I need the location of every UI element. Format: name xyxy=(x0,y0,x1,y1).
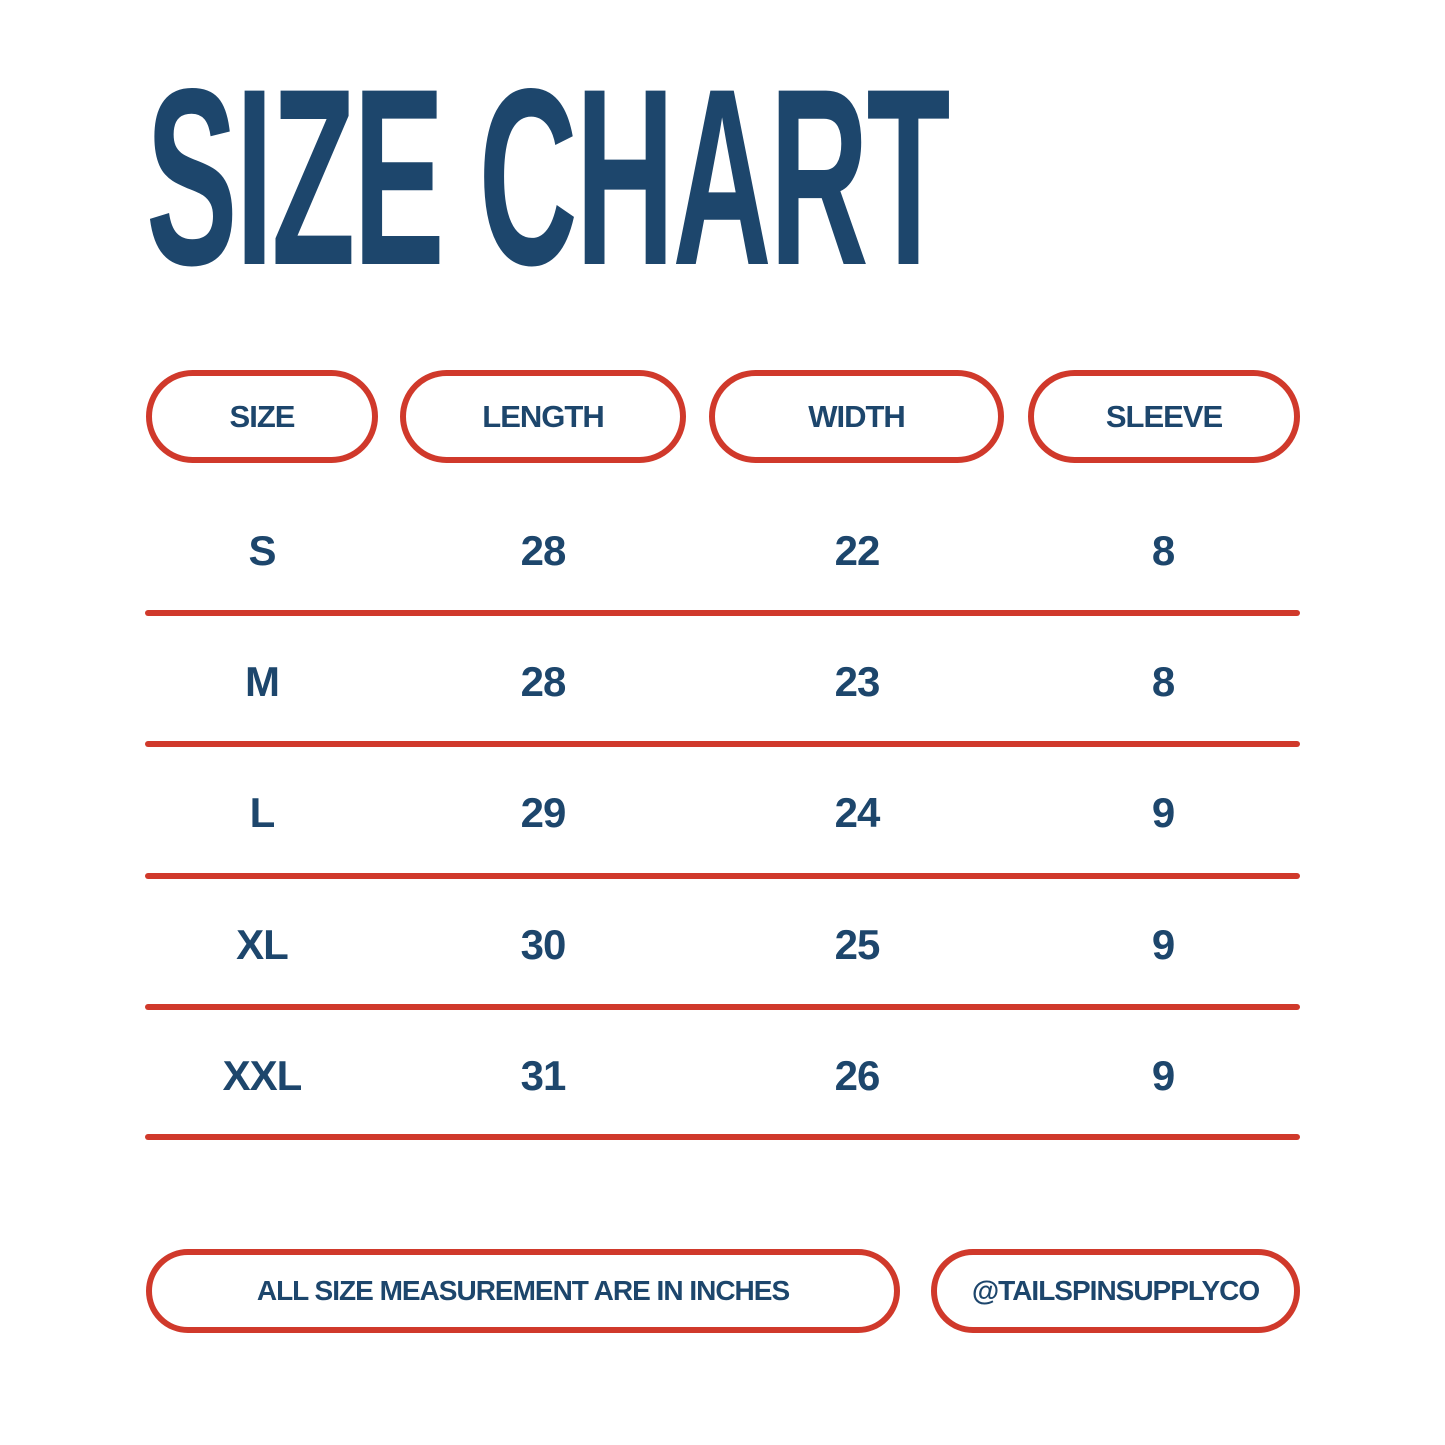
cell-size: M xyxy=(245,658,280,705)
cell-width: 26 xyxy=(834,1052,881,1099)
column-header-sleeve: SLEEVE xyxy=(1028,370,1300,463)
cell-width: 25 xyxy=(834,921,881,968)
column-header-width: WIDTH xyxy=(709,370,1004,463)
cell-length: 28 xyxy=(520,658,567,705)
row-divider xyxy=(145,1004,1300,1010)
cell-size: XL xyxy=(236,921,289,968)
row-divider xyxy=(145,1134,1300,1140)
cell-length: 29 xyxy=(520,789,567,836)
cell-sleeve: 9 xyxy=(1151,921,1175,968)
row-divider xyxy=(145,610,1300,616)
cell-width: 22 xyxy=(834,527,881,574)
cell-size: L xyxy=(249,789,276,836)
cell-length: 28 xyxy=(520,527,567,574)
cell-sleeve: 8 xyxy=(1151,658,1175,705)
cell-length: 30 xyxy=(520,921,567,968)
cell-size: XXL xyxy=(222,1052,303,1099)
social-handle: @TAILSPINSUPPLYCO xyxy=(931,1249,1300,1333)
row-divider xyxy=(145,741,1300,747)
cell-sleeve: 9 xyxy=(1151,1052,1175,1099)
column-header-length: LENGTH xyxy=(400,370,686,463)
column-header-size: SIZE xyxy=(146,370,378,463)
cell-sleeve: 9 xyxy=(1151,789,1175,836)
row-divider xyxy=(145,873,1300,879)
cell-size: S xyxy=(248,527,276,574)
cell-width: 23 xyxy=(834,658,881,705)
cell-length: 31 xyxy=(520,1052,567,1099)
cell-width: 24 xyxy=(834,789,881,836)
cell-sleeve: 8 xyxy=(1151,527,1175,574)
page-title: SIZE CHART xyxy=(146,37,950,318)
units-note: ALL SIZE MEASUREMENT ARE IN INCHES xyxy=(146,1249,900,1333)
